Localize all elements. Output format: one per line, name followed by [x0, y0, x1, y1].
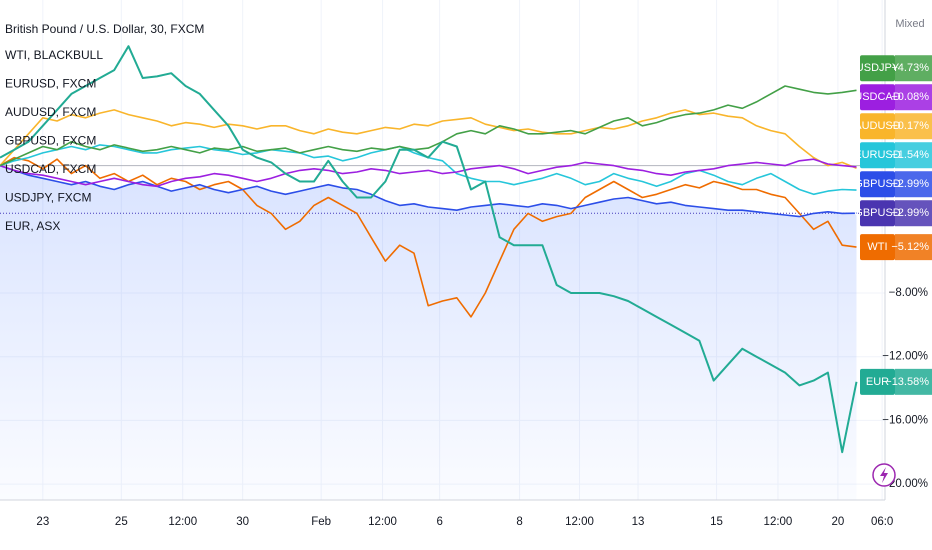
badge-name: WTI — [867, 241, 887, 253]
axes: −8.00%−12.00%−16.00%−20.00%23 25 12:00 30 Fe… — [36, 287, 928, 528]
series-line — [0, 156, 857, 318]
legend-label: USDJPY, FXCM — [5, 191, 91, 205]
x-tick-label: 20 — [831, 516, 844, 528]
badge-value: −0.17% — [891, 120, 929, 132]
x-tick-label: 12:00 — [764, 516, 793, 528]
badge-value: −2.99% — [891, 178, 929, 190]
badge-value: −0.08% — [891, 91, 929, 103]
badge-value-bg — [895, 55, 932, 82]
badge-name-bg — [860, 84, 895, 111]
x-tick-label: 06:0 — [871, 516, 893, 528]
badge-name: USDJPY — [856, 62, 900, 74]
badge-value: −2.99% — [891, 207, 929, 219]
chart-title: British Pound / U.S. Dollar, 30, FXCM — [5, 22, 204, 36]
badge-value: +4.73% — [891, 62, 929, 74]
x-tick-label: 15 — [710, 516, 723, 528]
x-tick-label: 30 — [236, 516, 249, 528]
badge-value: −13.58% — [885, 376, 929, 388]
badge-value-bg — [895, 368, 932, 395]
alert-bolt — [880, 467, 888, 483]
legend-label: GBPUSD, FXCM — [5, 134, 96, 148]
badge-value: −5.12% — [891, 241, 929, 253]
badge-name-bg — [860, 200, 895, 227]
legend-label: AUDUSD, FXCM — [5, 105, 96, 119]
badges: WTI −5.12%EURUSD−1.54%AUDUSD−0.17%GBPUSD−… — [854, 55, 932, 395]
series-line — [0, 109, 857, 170]
series-line — [0, 45, 858, 454]
badge-name: GBPUSD — [854, 207, 901, 219]
x-tick-label: 13 — [632, 516, 645, 528]
legend: British Pound / U.S. Dollar, 30, FXCM WT… — [5, 22, 204, 233]
y-tick-label: −12.00% — [882, 351, 928, 363]
line-layer — [0, 45, 858, 454]
badge-value: −1.54% — [891, 149, 929, 161]
badge-name-bg — [860, 142, 895, 169]
badge-value-bg — [895, 200, 932, 227]
series-line — [0, 164, 857, 218]
legend-label: EUR, ASX — [5, 219, 60, 233]
badge-name: USDCAD — [854, 91, 901, 103]
badge-value-bg — [895, 84, 932, 111]
badge-name: AUDUSD — [854, 120, 901, 132]
series-line — [0, 158, 857, 188]
x-tick-label: 23 — [36, 516, 49, 528]
x-tick-label: 12:00 — [565, 516, 594, 528]
legend-label: EURUSD, FXCM — [5, 77, 96, 91]
badge-value-bg — [895, 171, 932, 198]
badge-value-bg — [895, 234, 932, 261]
y-tick-label: −16.00% — [882, 414, 928, 426]
time-axis-panel — [0, 500, 885, 550]
badge-name-bg — [860, 113, 895, 140]
badge-name-bg — [860, 171, 895, 198]
x-tick-label: Feb — [311, 516, 331, 528]
badge-name: EUR — [866, 376, 889, 388]
legend-label: USDCAD, FXCM — [5, 162, 96, 176]
x-tick-label: 25 — [115, 516, 128, 528]
badge-name-bg — [860, 55, 895, 82]
x-tick-label: 12:00 — [368, 516, 397, 528]
series-line — [0, 85, 857, 167]
area-fill — [0, 165, 857, 500]
badge-name-bg — [860, 368, 895, 395]
y-tick-label: −8.00% — [889, 287, 928, 299]
x-tick-label: 12:00 — [168, 516, 197, 528]
legend-label: WTI, BLACKBULL — [5, 48, 103, 62]
badge-name: EURUSD — [854, 149, 901, 161]
alert-icon[interactable] — [872, 463, 896, 487]
badge-name-bg — [860, 234, 895, 261]
x-tick-label: 8 — [516, 516, 522, 528]
area-layer — [0, 165, 857, 500]
scale-mode[interactable]: Mixed — [895, 18, 924, 30]
badge-name: GBPUSD — [854, 178, 901, 190]
badge-value-bg — [895, 113, 932, 140]
badge-value-bg — [895, 142, 932, 169]
x-tick-label: 6 — [436, 516, 442, 528]
